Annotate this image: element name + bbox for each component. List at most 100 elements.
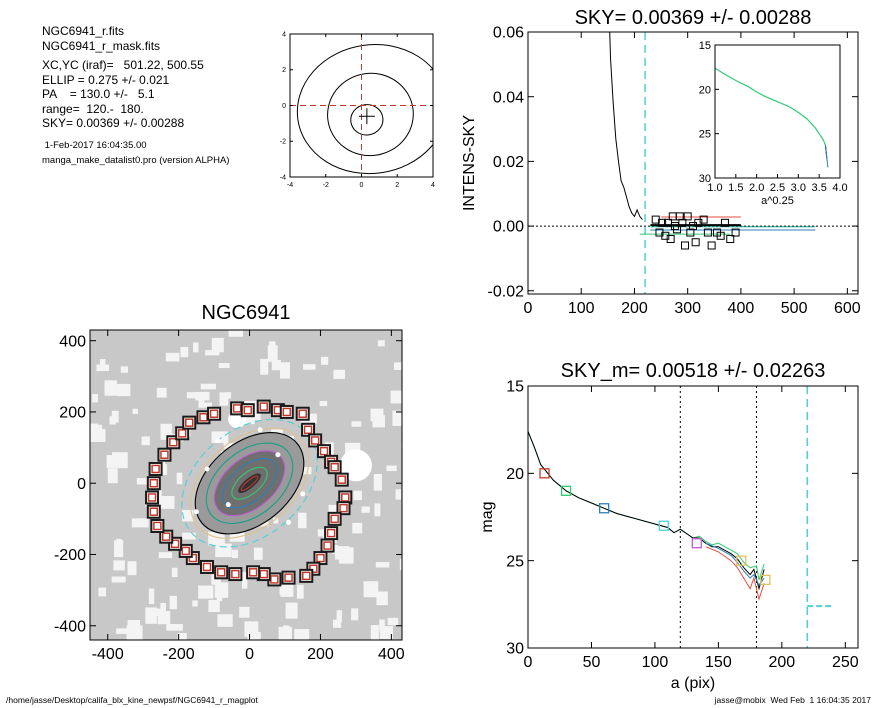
sky-line: SKY= 0.00369 +/- 0.00288 xyxy=(42,116,185,130)
inset-y-label: 30 xyxy=(699,173,711,185)
masked-patch xyxy=(176,472,183,485)
masked-patch xyxy=(211,431,229,444)
inset-x-label: 1.0 xyxy=(707,182,722,194)
masked-patch xyxy=(116,538,122,546)
image-y-label: 0 xyxy=(77,476,86,493)
mag-series-3 xyxy=(705,546,765,601)
mag-x-label: 200 xyxy=(768,654,795,671)
intensity-profile xyxy=(609,32,643,220)
masked-patch xyxy=(334,546,350,560)
intens-x-label: 600 xyxy=(834,300,861,317)
masked-patch xyxy=(214,582,229,598)
centroid-x-label: 4 xyxy=(431,182,435,189)
sky-box-inner xyxy=(231,569,240,579)
masked-patch xyxy=(260,358,269,375)
sky-box-inner xyxy=(188,553,198,563)
masked-knot xyxy=(204,466,210,472)
inset-x-label: 3.5 xyxy=(812,182,827,194)
masked-patch xyxy=(90,428,106,442)
masked-patch xyxy=(387,617,399,626)
masked-patch xyxy=(160,495,175,509)
image-y-label: -400 xyxy=(54,618,86,635)
sky-box-inner xyxy=(232,404,242,413)
masked-knot xyxy=(300,491,306,497)
sky-box-inner xyxy=(303,425,313,435)
masked-patch xyxy=(186,392,196,399)
intens-y-label: 0.06 xyxy=(493,25,524,42)
mag-x-label: 150 xyxy=(705,654,732,671)
sky-box-inner xyxy=(185,418,194,427)
sky-sample-point xyxy=(658,218,667,227)
masked-patch xyxy=(136,478,150,485)
masked-patch xyxy=(200,383,216,390)
masked-patch xyxy=(245,416,255,425)
masked-patch xyxy=(211,574,221,585)
mag-x-label: 250 xyxy=(832,654,859,671)
contour-2 xyxy=(296,44,433,175)
masked-knot xyxy=(215,437,221,443)
masked-patch xyxy=(374,503,381,517)
sky-box-inner xyxy=(270,575,279,584)
mag-series-1 xyxy=(528,431,765,591)
sky-sample-point xyxy=(666,235,675,244)
masked-patch xyxy=(165,352,180,362)
image-x-label: -200 xyxy=(163,646,195,663)
mag-x-label: 0 xyxy=(524,654,533,671)
sky-sample-point xyxy=(668,212,677,221)
inset-y-label: 20 xyxy=(699,84,711,96)
masked-patch xyxy=(303,364,316,370)
sky-sample-point xyxy=(675,212,684,221)
footer-user: jasse@mobix Wed Feb 1 16:04:35 2017 xyxy=(714,695,871,705)
sky-sample-point xyxy=(707,241,716,250)
sky-box-inner xyxy=(316,553,325,563)
masked-patch xyxy=(319,401,328,407)
sky-box-inner xyxy=(309,564,318,573)
masked-patch xyxy=(180,346,189,358)
range-line: range= 120.- 180. xyxy=(42,101,144,116)
masked-patch xyxy=(148,588,155,605)
sky-box-inner xyxy=(330,462,339,472)
ellip-line: ELLIP = 0.275 +/- 0.021 xyxy=(42,72,170,87)
centroid-y-label: -2 xyxy=(280,139,286,146)
centroid-x-label: -4 xyxy=(287,182,293,189)
intens-x-label: 500 xyxy=(781,300,808,317)
masked-patch xyxy=(228,330,244,337)
masked-knot xyxy=(257,427,263,433)
inset-x-label: 2.0 xyxy=(749,182,764,194)
isophote-ellipse-4 xyxy=(205,442,294,524)
masked-patch xyxy=(332,619,342,628)
inset-x-label: 1.5 xyxy=(728,182,743,194)
inset-x-label: 3.0 xyxy=(791,182,806,194)
masked-patch xyxy=(182,509,194,522)
isophote-group xyxy=(181,418,318,548)
masked-patch xyxy=(321,356,329,365)
intens-content xyxy=(528,32,858,294)
mag-frame xyxy=(527,385,859,649)
masked-patch xyxy=(395,489,402,500)
isophote-ellipse-2 xyxy=(222,458,278,509)
sky-sample-point xyxy=(681,241,690,250)
masked-patch xyxy=(192,600,198,607)
mag-series-2 xyxy=(705,542,765,587)
masked-patch xyxy=(112,452,128,469)
masked-patch xyxy=(145,607,157,624)
masked-patch xyxy=(111,410,119,423)
masked-patch xyxy=(211,337,224,353)
masked-patch xyxy=(177,633,187,640)
program-line: manga_make_datalist0.pro (version ALPHA) xyxy=(42,155,230,166)
masked-patch xyxy=(160,423,173,440)
masked-patch xyxy=(116,628,131,634)
mag-x-label: 100 xyxy=(642,654,669,671)
masked-patch xyxy=(116,383,131,397)
mag-xlabel: a (pix) xyxy=(671,675,715,692)
sky-box-inner xyxy=(341,493,350,502)
radius-marker xyxy=(560,485,572,496)
masked-patch xyxy=(132,408,138,414)
sky-box-inner xyxy=(160,450,169,459)
radius-marker xyxy=(599,503,610,514)
isophote-ellipse-5 xyxy=(194,432,305,535)
masked-patch xyxy=(283,625,290,640)
masked-patch xyxy=(96,364,110,372)
masked-patch xyxy=(127,620,141,628)
mask-file-line: NGC6941_r_mask.fits xyxy=(42,38,161,53)
